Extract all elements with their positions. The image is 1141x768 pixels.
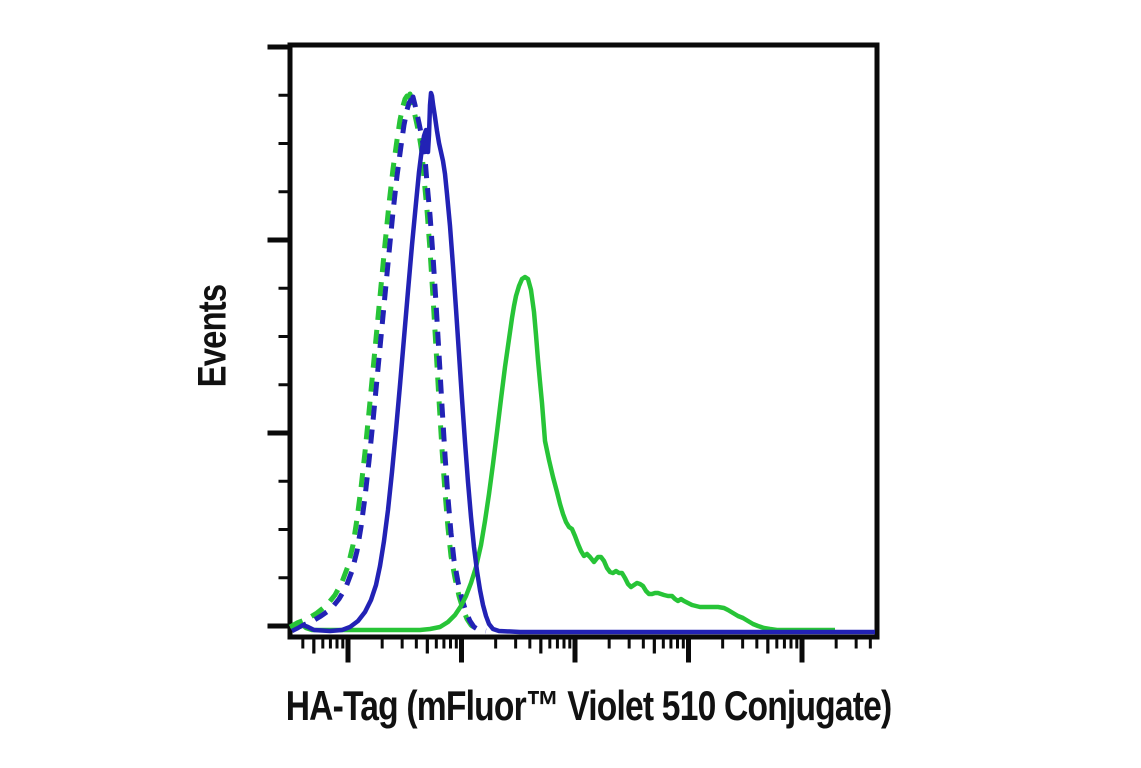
x-axis-title: HA-Tag (mFluor™ Violet 510 Conjugate): [285, 682, 893, 729]
curve-dashed-blue: [292, 94, 487, 634]
curve-solid-green: [289, 274, 835, 633]
x-axis-title-wrap: HA-Tag (mFluor™ Violet 510 Conjugate): [0, 682, 1141, 730]
plot-frame: [287, 42, 880, 640]
curve-solid-blue: [290, 90, 875, 635]
y-axis-label: Events: [190, 284, 235, 388]
